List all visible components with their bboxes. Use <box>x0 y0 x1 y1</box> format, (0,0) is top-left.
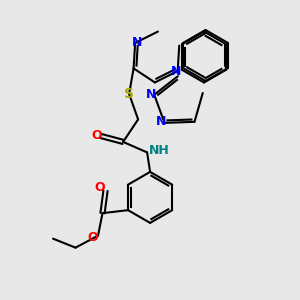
Text: N: N <box>146 88 156 101</box>
Text: NH: NH <box>148 144 170 158</box>
Text: N: N <box>131 36 142 50</box>
Text: O: O <box>87 231 98 244</box>
Text: O: O <box>92 129 102 142</box>
Text: S: S <box>124 87 134 101</box>
Text: N: N <box>156 115 167 128</box>
Text: O: O <box>95 181 105 194</box>
Text: N: N <box>171 64 181 78</box>
